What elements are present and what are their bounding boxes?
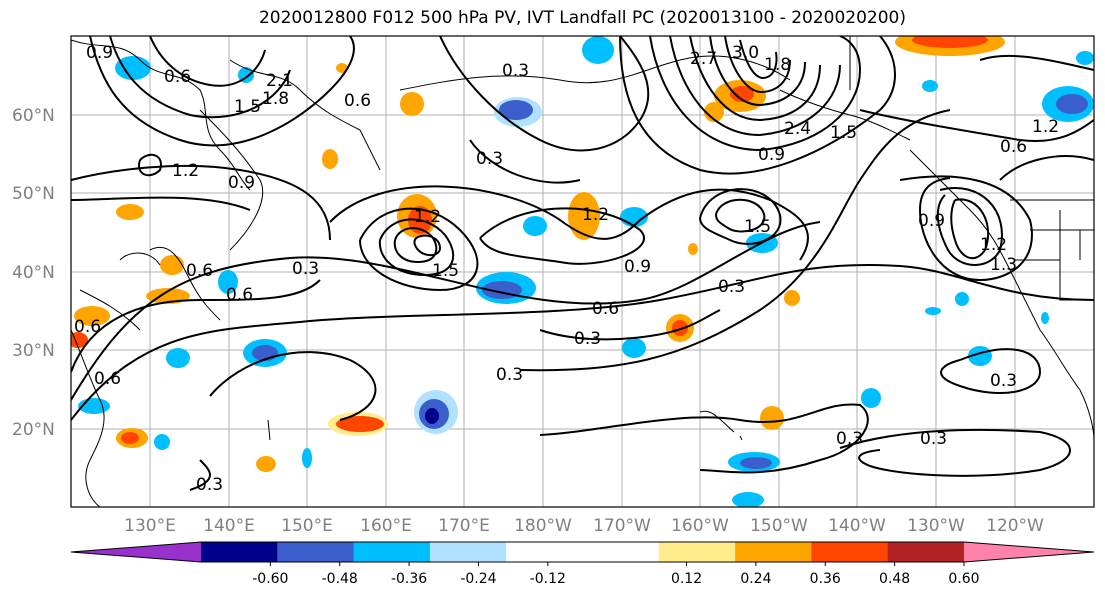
lon-label: 160°E [360, 516, 412, 536]
contour-label: 1.2 [172, 161, 199, 181]
lon-label: 180°W [514, 516, 572, 536]
lon-label: 120°W [986, 516, 1044, 536]
lat-label: 30°N [12, 341, 55, 361]
colorbar-segment [429, 542, 507, 562]
contour-label: 1.3 [990, 255, 1017, 275]
colorbar-segment [277, 542, 355, 562]
contour-label: 1.5 [830, 123, 857, 143]
lon-label: 150°W [750, 516, 808, 536]
contour-label: 0.3 [990, 371, 1017, 391]
contour-label: 0.6 [94, 369, 121, 389]
lon-label: 160°W [671, 516, 729, 536]
colorbar-tick-label: 0.12 [671, 571, 702, 587]
colorbar: -0.60 -0.48 -0.36 -0.24 -0.12 0.12 0.24 0.36 0.4… [70, 541, 1095, 587]
colorbar-tick-label: -0.36 [391, 571, 427, 587]
contour-label: 0.3 [836, 429, 863, 449]
colorbar-segment [735, 542, 812, 562]
lon-label: 170°E [438, 516, 490, 536]
lon-label: 140°W [828, 516, 886, 536]
lat-label: 20°N [12, 420, 55, 440]
contour-label: 0.9 [758, 145, 785, 165]
contour-label: 0.6 [164, 67, 191, 87]
contour-lines [71, 36, 1094, 491]
contour-label-group: 0.9 0.6 2.1 1.8 1.5 1.2 0.9 0.3 0.6 0.3 … [74, 43, 1059, 495]
colorbar-segment [506, 542, 583, 562]
contour-label: 0.9 [86, 43, 113, 63]
colorbar-extension-low [71, 542, 201, 562]
contour-label: 1.2 [582, 205, 609, 225]
contour-label: 0.3 [574, 329, 601, 349]
colorbar-outline [70, 541, 1095, 563]
latitude-labels: 60°N 50°N 40°N 30°N 20°N [12, 106, 55, 440]
contour-label: 0.6 [186, 261, 213, 281]
contour-label: 1.5 [744, 217, 771, 237]
contour-label: 0.3 [196, 475, 223, 495]
coastlines [71, 36, 1094, 507]
lat-label: 40°N [12, 263, 55, 283]
colorbar-segment [658, 542, 736, 562]
contour-label: 2.4 [784, 119, 811, 139]
contour-label: 0.6 [74, 317, 101, 337]
lon-label: 150°E [281, 516, 333, 536]
shading-positive [71, 36, 1005, 472]
contour-label: 0.6 [1000, 137, 1027, 157]
contour-label: 1.2 [414, 207, 441, 227]
contour-label: 0.3 [476, 149, 503, 169]
colorbar-tick-label: -0.60 [252, 571, 288, 587]
lon-label: 170°W [593, 516, 651, 536]
contour-label: 0.9 [624, 257, 651, 277]
lon-label: 130°E [124, 516, 176, 536]
contour-label: 0.6 [592, 299, 619, 319]
longitude-labels: 130°E 140°E 150°E 160°E 170°E 180°W 170°… [124, 516, 1044, 536]
colorbar-tick-label: 0.48 [879, 571, 910, 587]
colorbar-segment [811, 542, 889, 562]
colorbar-extension-high [964, 542, 1094, 562]
contour-label: 1.2 [1032, 117, 1059, 137]
colorbar-tick-label: -0.24 [460, 571, 496, 587]
colorbar-segment [582, 542, 660, 562]
contour-label: 0.6 [344, 91, 371, 111]
contour-label: 0.3 [718, 277, 745, 297]
colorbar-tick-label: -0.48 [322, 571, 358, 587]
contour-label: 0.3 [502, 61, 529, 81]
contour-label: 1.8 [764, 55, 791, 75]
colorbar-segment [201, 542, 278, 562]
contour-label: 1.5 [234, 97, 261, 117]
lat-label: 50°N [12, 184, 55, 204]
contour-label: 1.5 [432, 261, 459, 281]
map-frame [70, 35, 1095, 508]
contour-label: 1.8 [262, 89, 289, 109]
contour-label: 1.2 [980, 235, 1007, 255]
colorbar-segment [887, 542, 965, 562]
contour-label: 0.6 [226, 285, 253, 305]
contour-label: 0.3 [496, 365, 523, 385]
contour-label: 0.9 [228, 173, 255, 193]
contour-label: 0.9 [918, 211, 945, 231]
lon-label: 140°E [203, 516, 255, 536]
colorbar-tick-label: 0.24 [740, 571, 771, 587]
chart-title: 2020012800 F012 500 hPa PV, IVT Landfall… [258, 8, 906, 28]
lat-label: 60°N [12, 106, 55, 126]
colorbar-tick-label: 0.60 [948, 571, 979, 587]
colorbar-segment [353, 542, 431, 562]
contour-label: 0.3 [920, 429, 947, 449]
contour-label: 2.7 [690, 49, 717, 69]
contour-label: 0.3 [292, 259, 319, 279]
colorbar-tick-label: 0.36 [810, 571, 841, 587]
contour-label: 3.0 [732, 43, 759, 63]
colorbar-tick-label: -0.12 [530, 571, 566, 587]
contour-label: 2.1 [266, 71, 293, 91]
lon-label: 130°W [907, 516, 965, 536]
